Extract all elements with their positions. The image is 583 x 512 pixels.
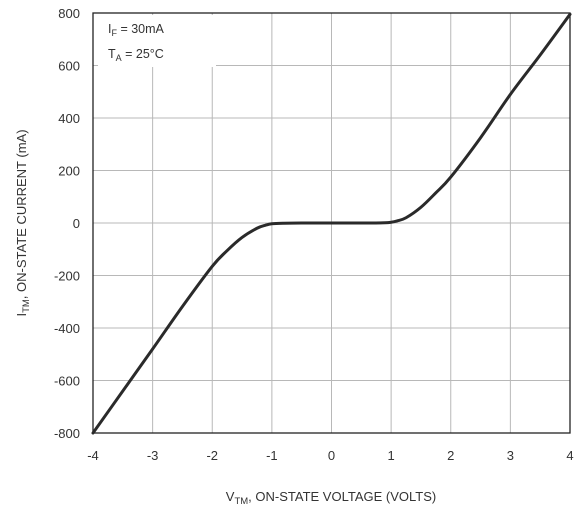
y-tick-label: -600 [54,374,80,389]
x-tick-label: -1 [266,448,278,463]
y-tick-label: 800 [58,6,80,21]
x-tick-label: 1 [388,448,395,463]
y-tick-label: -400 [54,321,80,336]
x-tick-label: -2 [206,448,218,463]
x-tick-label: -3 [147,448,159,463]
y-tick-labels: 800 600 400 200 0 -200 -400 -600 -800 [54,6,80,441]
y-tick-label: -800 [54,426,80,441]
y-axis-label: ITM, ON-STATE CURRENT (mA) [14,129,32,316]
x-tick-label: 2 [447,448,454,463]
y-tick-label: 400 [58,111,80,126]
x-tick-label: 4 [566,448,573,463]
x-axis-label: VTM, ON-STATE VOLTAGE (VOLTS) [226,489,436,507]
x-tick-labels: -4 -3 -2 -1 0 1 2 3 4 [87,448,573,463]
x-tick-label: -4 [87,448,99,463]
x-tick-label: 3 [507,448,514,463]
y-tick-label: 200 [58,164,80,179]
y-tick-label: 600 [58,59,80,74]
y-tick-label: -200 [54,269,80,284]
x-tick-label: 0 [328,448,335,463]
y-tick-label: 0 [73,216,80,231]
annotation-if: IF = 30mA [108,22,165,38]
